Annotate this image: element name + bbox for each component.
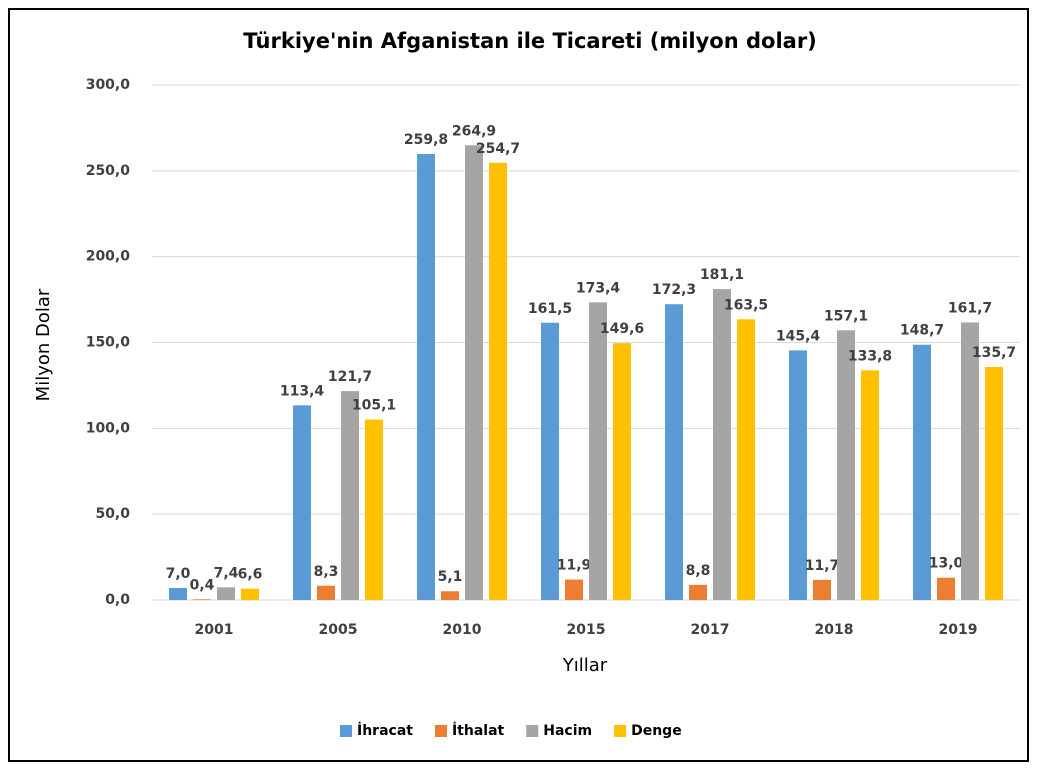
data-label: 11,9 (557, 558, 592, 574)
legend-label: Denge (631, 723, 682, 739)
legend-label: İhracat (357, 722, 413, 739)
data-label: 149,6 (600, 321, 644, 337)
y-tick-label: 0,0 (105, 592, 130, 608)
data-label: 7,0 (166, 566, 191, 582)
y-tick-label: 250,0 (86, 163, 131, 179)
bar (813, 579, 831, 600)
data-label: 133,8 (848, 348, 892, 364)
bar (913, 344, 931, 600)
data-label: 8,8 (686, 563, 711, 579)
x-tick-label: 2015 (567, 622, 606, 638)
bar (713, 289, 731, 600)
data-label: 161,5 (528, 301, 572, 317)
bar (489, 162, 507, 600)
data-label: 161,7 (948, 300, 992, 316)
bar (985, 367, 1003, 600)
bar (217, 587, 235, 600)
data-label: 5,1 (438, 569, 463, 585)
x-tick-label: 2019 (939, 622, 978, 638)
bar (293, 405, 311, 600)
data-label: 135,7 (972, 345, 1016, 361)
legend-swatch (434, 725, 447, 737)
y-tick-label: 150,0 (86, 335, 131, 351)
y-axis-label: Milyon Dolar (33, 288, 54, 401)
x-axis-label: Yıllar (562, 655, 608, 676)
data-label: 145,4 (776, 328, 821, 344)
bar (565, 579, 583, 600)
legend-swatch (526, 725, 539, 737)
bar (737, 319, 755, 600)
bar (861, 370, 879, 600)
legend-label: Hacim (543, 723, 592, 739)
y-tick-label: 200,0 (86, 249, 131, 265)
data-label: 6,6 (238, 567, 263, 583)
data-label: 8,3 (314, 564, 339, 580)
data-label: 181,1 (700, 267, 744, 283)
bar (465, 145, 483, 600)
bar (241, 588, 259, 600)
bar (937, 577, 955, 600)
x-tick-label: 2017 (691, 622, 730, 638)
data-label: 157,1 (824, 308, 868, 324)
bar (341, 391, 359, 600)
x-tick-label: 2005 (319, 622, 358, 638)
y-tick-label: 300,0 (86, 77, 131, 93)
y-tick-label: 100,0 (86, 420, 131, 436)
data-label: 173,4 (576, 280, 621, 296)
bar (613, 343, 631, 600)
bar (541, 322, 559, 600)
legend-swatch (614, 725, 627, 737)
bar (837, 330, 855, 600)
data-label: 148,7 (900, 323, 944, 339)
bar (169, 587, 187, 600)
bar (417, 154, 435, 600)
bar (193, 599, 211, 600)
bar (961, 322, 979, 600)
x-tick-label: 2010 (443, 622, 482, 638)
data-label: 254,7 (476, 141, 520, 157)
data-label: 163,5 (724, 297, 768, 313)
bar (665, 304, 683, 600)
bar (689, 584, 707, 600)
data-label: 105,1 (352, 398, 396, 414)
legend-swatch (340, 725, 352, 737)
data-label: 264,9 (452, 123, 496, 139)
data-label: 121,7 (328, 369, 372, 385)
x-tick-label: 2001 (195, 622, 234, 638)
data-label: 113,4 (280, 383, 325, 399)
frame (8, 8, 1029, 762)
bar (441, 591, 459, 600)
bar (789, 350, 807, 600)
data-label: 0,4 (190, 577, 215, 593)
data-label: 7,4 (214, 565, 239, 581)
legend-label: İthalat (452, 722, 505, 739)
data-label: 172,3 (652, 282, 696, 298)
chart-title: Türkiye'nin Afganistan ile Ticareti (mil… (243, 29, 817, 53)
data-label: 11,7 (805, 558, 840, 574)
data-label: 13,0 (929, 556, 964, 572)
x-tick-label: 2018 (815, 622, 854, 638)
y-tick-label: 50,0 (95, 506, 130, 522)
data-label: 259,8 (404, 132, 448, 148)
bar (589, 302, 607, 600)
bar (317, 585, 335, 600)
bar (365, 419, 383, 600)
